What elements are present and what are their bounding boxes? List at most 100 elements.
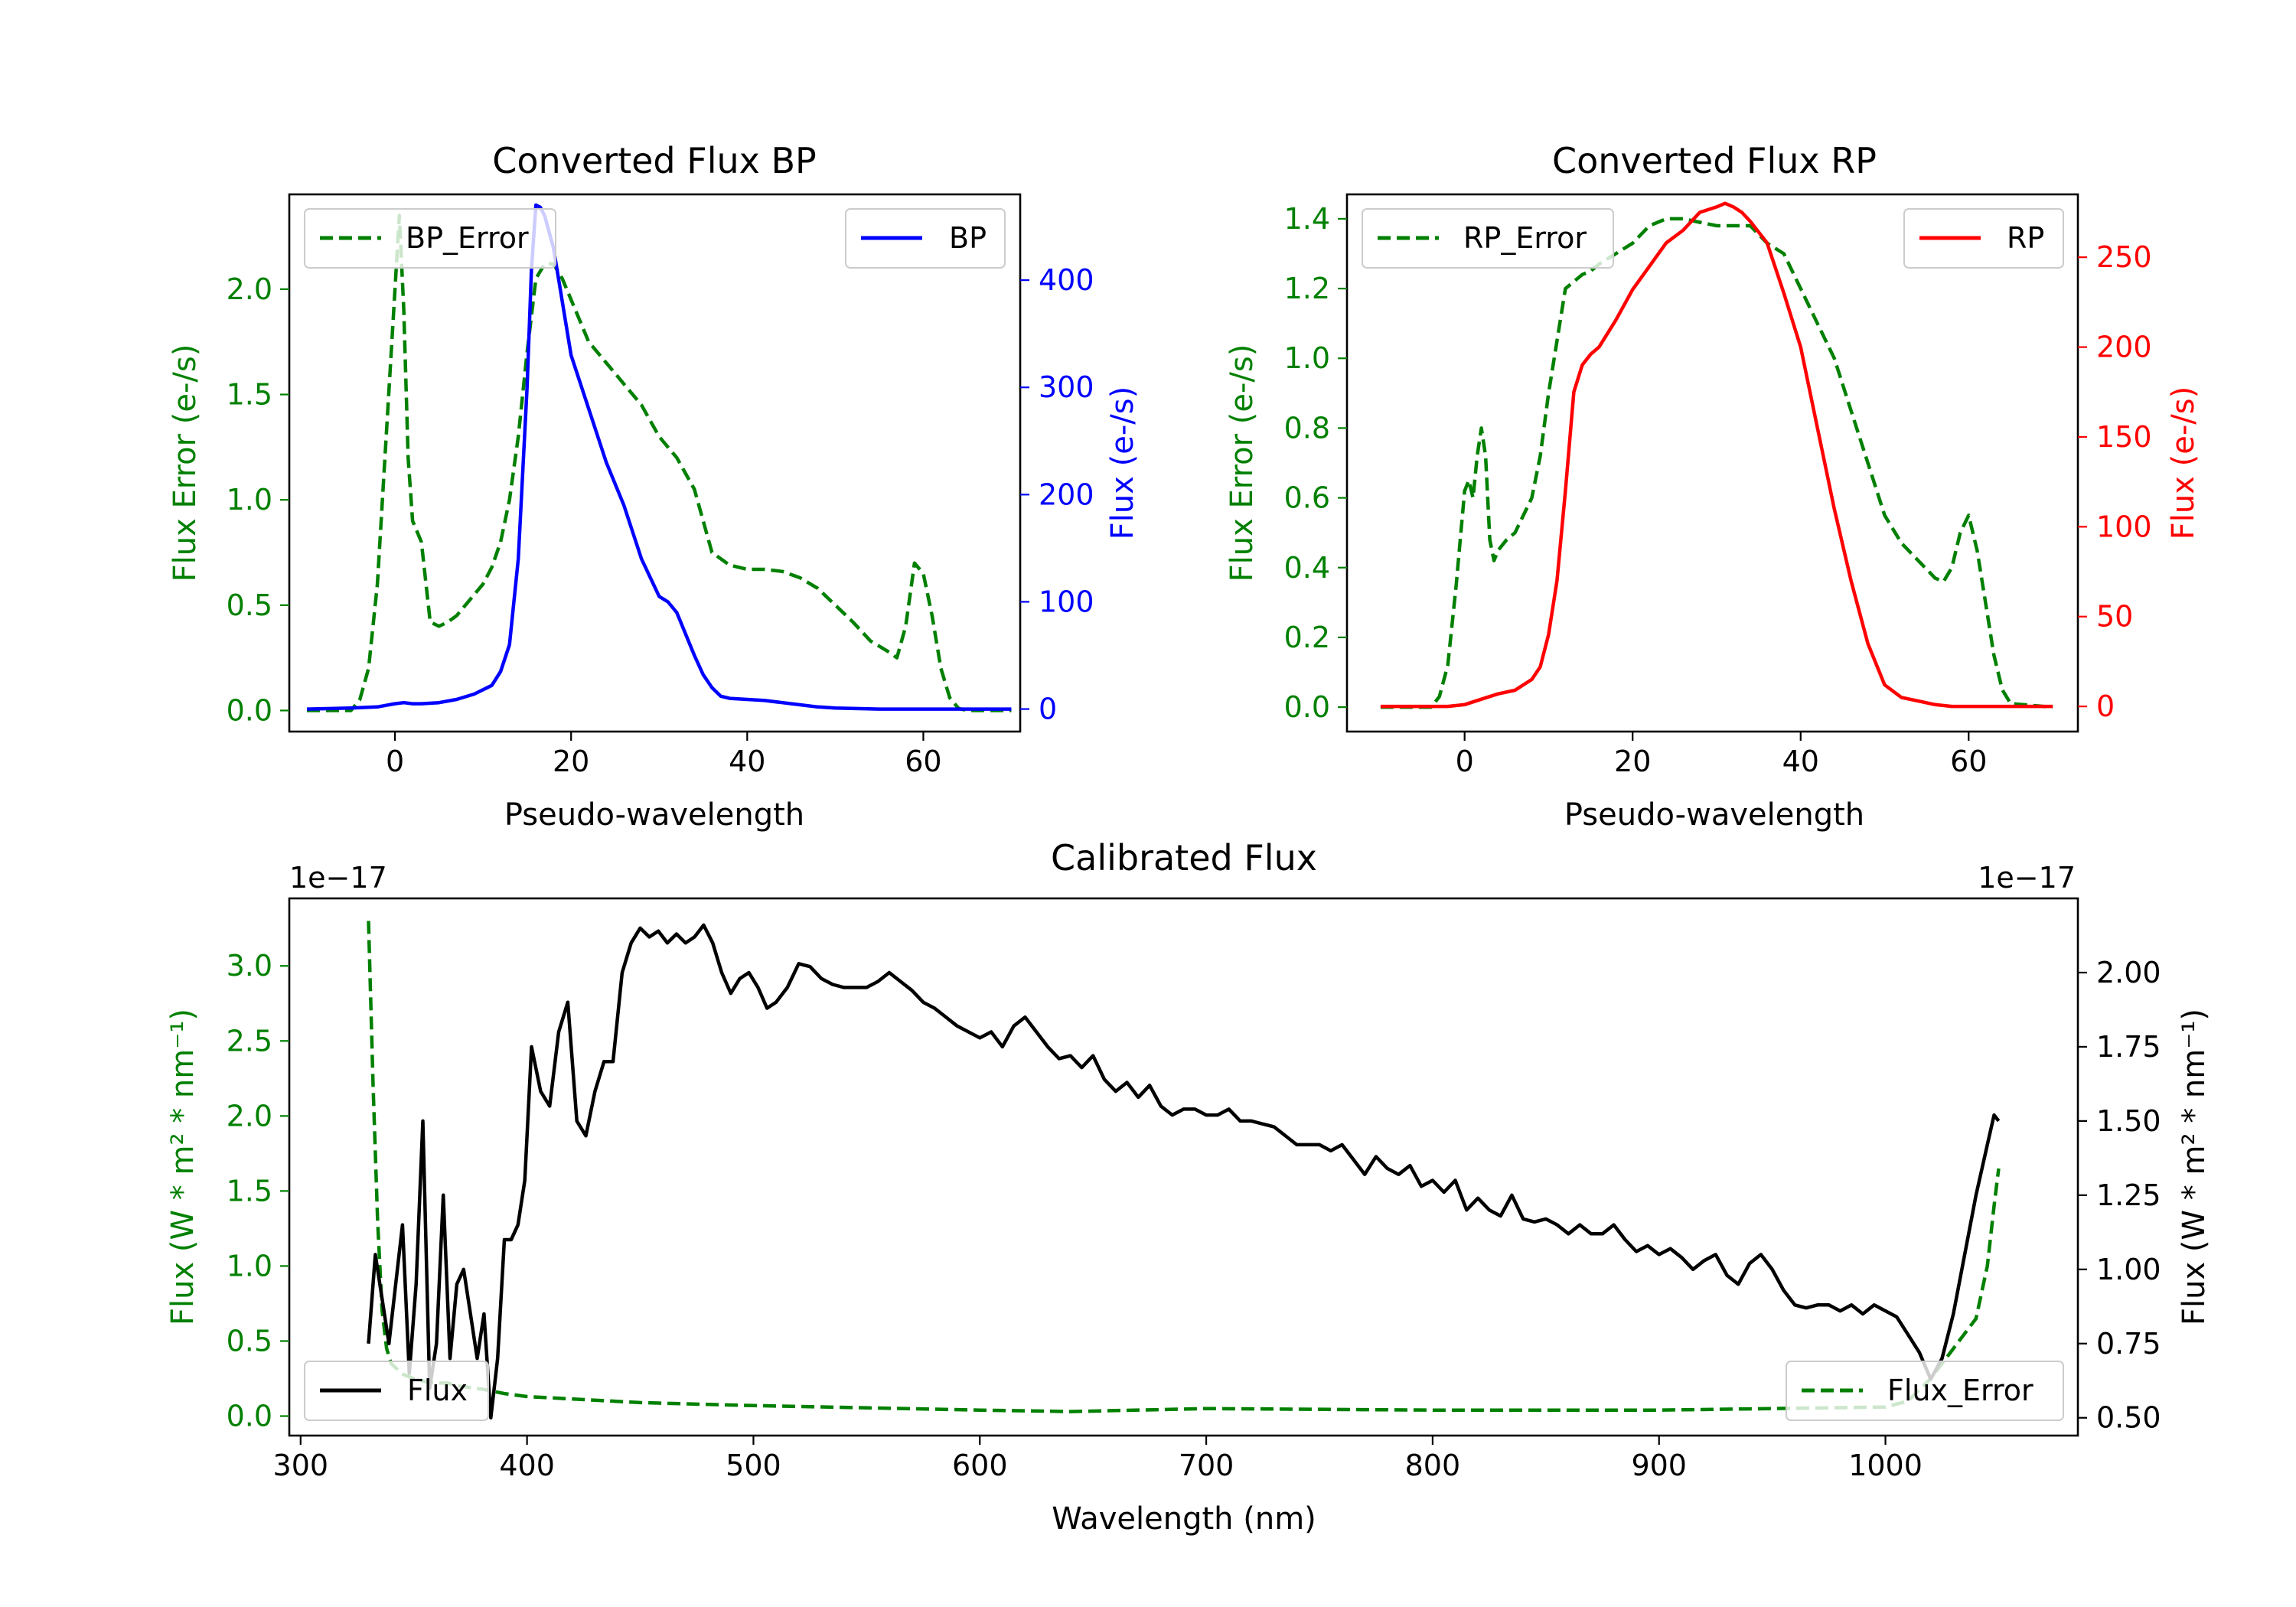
bp-ytick-left-label: 1.0 — [227, 483, 272, 517]
bp-legend-left: BP_Error — [304, 208, 556, 269]
calibrated-ytick-right-label: 1.75 — [2096, 1030, 2161, 1064]
rp-legend-right: RP — [1903, 208, 2064, 269]
calibrated-ytick-right-label: 1.25 — [2096, 1178, 2161, 1212]
bp-series-bp-error — [307, 214, 1012, 712]
rp-title: Converted Flux RP — [1552, 140, 1877, 181]
cal-plot-area — [367, 921, 2001, 1420]
rp-xlabel: Pseudo-wavelength — [1564, 797, 1864, 833]
calibrated-series-flux — [367, 923, 2001, 1420]
calibrated-ytick-right-label: 1.00 — [2096, 1253, 2161, 1286]
bp-ticks: 0 20 40 60 0.0 0.5 1.0 1.5 2.0 0 100 200 300 400 — [227, 263, 1094, 778]
calibrated-xtick-label: 700 — [1179, 1449, 1234, 1482]
rp-ytick-left-label: 0.6 — [1284, 481, 1330, 515]
rp-series-rp — [1380, 201, 2053, 709]
rp-xtick-label: 60 — [1950, 745, 1987, 778]
bp-legend-left-box — [304, 208, 556, 269]
calibrated-xtick-label: 600 — [952, 1449, 1008, 1482]
rp-axes-frame — [1345, 193, 2079, 733]
cal-offset-left: 1e−17 — [289, 861, 387, 895]
rp-ytick-left-label: 0.8 — [1284, 411, 1330, 445]
bp-ytick-left-label: 1.5 — [227, 378, 272, 412]
panel-converted-flux-rp: Converted Flux RP 0 20 40 60 0.0 0.2 0.4 0.6 0.8… — [1225, 140, 2201, 833]
calibrated-ytick-left-label: 0.5 — [227, 1324, 272, 1358]
bp-series-bp — [306, 203, 1012, 711]
rp-legend-right-label: RP — [2007, 221, 2044, 255]
rp-ticks: 0 20 40 60 0.0 0.2 0.4 0.6 0.8 1.0 1.2 1.4 0 50 100 150… — [1284, 202, 2152, 778]
bp-legend-right: BP — [845, 208, 1006, 269]
bp-ytick-left-label: 0.0 — [227, 693, 272, 727]
bp-title: Converted Flux BP — [492, 140, 817, 181]
calibrated-series-flux-error — [367, 921, 2001, 1413]
bp-ylabel-left: Flux Error (e-/s) — [168, 344, 203, 582]
rp-ytick-right-label: 200 — [2096, 331, 2152, 364]
rp-plot-area — [1380, 201, 2053, 709]
bp-axes-frame — [288, 193, 1022, 733]
bp-legend-right-label: BP — [949, 221, 987, 255]
rp-ytick-left-label: 0.0 — [1284, 690, 1330, 724]
rp-legend-left-box — [1362, 208, 1614, 269]
bp-plot-area — [306, 203, 1012, 712]
calibrated-ytick-left-label: 3.0 — [227, 949, 272, 983]
cal-axes-frame — [288, 897, 2079, 1437]
bp-ytick-right-label: 400 — [1039, 263, 1094, 297]
rp-ytick-right-label: 100 — [2096, 510, 2152, 543]
calibrated-xtick-label: 500 — [726, 1449, 781, 1482]
rp-ytick-left-label: 0.2 — [1284, 621, 1330, 654]
bp-ylabel-right: Flux (e-/s) — [1105, 386, 1140, 539]
cal-ylabel-right: Flux (W * m² * nm⁻¹) — [2177, 1009, 2212, 1325]
cal-legend-right: Flux_Error — [1786, 1361, 2064, 1421]
calibrated-ytick-left-label: 2.5 — [227, 1024, 272, 1058]
panel-converted-flux-bp: Converted Flux BP 0 20 40 60 0.0 0.5 1.0 1.5 2.0… — [168, 140, 1140, 833]
calibrated-xtick-label: 800 — [1405, 1449, 1461, 1482]
calibrated-ytick-right-label: 2.00 — [2096, 956, 2161, 989]
rp-legend-left: RP_Error — [1362, 208, 1614, 269]
bp-xtick-label: 20 — [553, 745, 589, 778]
calibrated-xtick-label: 900 — [1631, 1449, 1687, 1482]
bp-ytick-right-label: 0 — [1039, 693, 1057, 726]
bp-legend-left-label: BP_Error — [406, 221, 529, 255]
cal-legend-left: Flux — [304, 1361, 489, 1421]
cal-ticks: 300 400 500 600 700 800 900 1000 0.0 0.5 1.0 1.5 2.0… — [227, 949, 2161, 1482]
cal-xlabel: Wavelength (nm) — [1052, 1501, 1316, 1537]
cal-offset-right: 1e−17 — [1978, 861, 2076, 895]
rp-ytick-left-label: 1.0 — [1284, 341, 1330, 375]
bp-ytick-right-label: 300 — [1039, 370, 1094, 404]
calibrated-ytick-left-label: 2.0 — [227, 1099, 272, 1133]
bp-ytick-left-label: 0.5 — [227, 588, 272, 622]
cal-legend-right-label: Flux_Error — [1887, 1374, 2033, 1407]
calibrated-ytick-left-label: 0.0 — [227, 1400, 272, 1433]
bp-xtick-label: 0 — [386, 745, 404, 778]
bp-ytick-right-label: 100 — [1039, 585, 1094, 618]
calibrated-ytick-left-label: 1.0 — [227, 1249, 272, 1283]
rp-ylabel-left: Flux Error (e-/s) — [1225, 344, 1260, 582]
rp-xtick-label: 20 — [1614, 745, 1651, 778]
cal-legend-right-box — [1786, 1361, 2064, 1421]
calibrated-xtick-label: 300 — [273, 1449, 329, 1482]
rp-ytick-left-label: 0.4 — [1284, 551, 1330, 585]
bp-xtick-label: 60 — [905, 745, 941, 778]
bp-ytick-left-label: 2.0 — [227, 272, 272, 306]
calibrated-ytick-left-label: 1.5 — [227, 1174, 272, 1208]
rp-legend-right-box — [1903, 208, 2064, 269]
rp-xtick-label: 40 — [1782, 745, 1819, 778]
rp-series-rp-error — [1380, 217, 2053, 709]
rp-ytick-right-label: 150 — [2096, 420, 2152, 454]
calibrated-ytick-right-label: 0.75 — [2096, 1327, 2161, 1361]
calibrated-ytick-right-label: 0.50 — [2096, 1401, 2161, 1435]
rp-ytick-left-label: 1.2 — [1284, 272, 1330, 305]
rp-xtick-label: 0 — [1456, 745, 1474, 778]
cal-legend-left-box — [304, 1361, 489, 1421]
bp-ytick-right-label: 200 — [1039, 478, 1094, 511]
bp-xtick-label: 40 — [729, 745, 765, 778]
rp-ytick-left-label: 1.4 — [1284, 202, 1330, 236]
calibrated-ytick-right-label: 1.50 — [2096, 1104, 2161, 1138]
calibrated-xtick-label: 1000 — [1848, 1449, 1923, 1482]
rp-ytick-right-label: 50 — [2096, 600, 2133, 634]
rp-ytick-right-label: 0 — [2096, 689, 2115, 723]
panel-calibrated-flux: Calibrated Flux 1e−17 1e−17 300 400 500 600… — [165, 837, 2212, 1537]
cal-title: Calibrated Flux — [1051, 837, 1317, 878]
bp-legend-right-box — [845, 208, 1006, 269]
calibrated-xtick-label: 400 — [499, 1449, 555, 1482]
rp-legend-left-label: RP_Error — [1463, 221, 1587, 255]
